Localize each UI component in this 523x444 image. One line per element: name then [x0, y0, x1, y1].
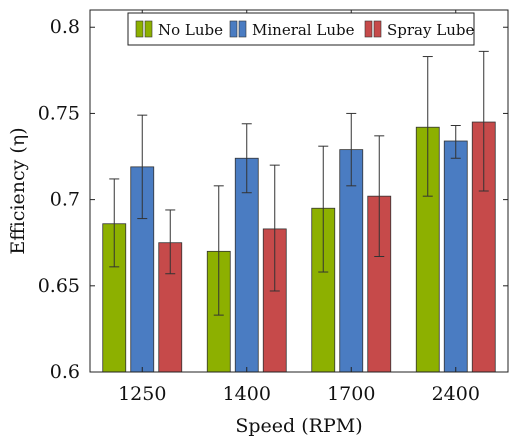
x-tick-label: 2400 — [432, 383, 480, 405]
x-tick-label: 1250 — [118, 383, 166, 405]
x-axis-title: Speed (RPM) — [235, 415, 362, 437]
legend-swatch — [229, 20, 238, 38]
legend-label: No Lube — [158, 21, 223, 39]
y-tick-label: 0.65 — [38, 275, 80, 297]
axis-ticks: 0.6 0.65 0.7 0.75 0.8 1250 1400 1700 2400 — [38, 10, 508, 405]
legend-swatch — [373, 20, 382, 38]
legend-swatch — [238, 20, 247, 38]
legend-label: Spray Lube — [387, 21, 474, 39]
error-bars — [109, 50, 489, 316]
legend-box — [127, 12, 475, 46]
x-tick-label: 1400 — [223, 383, 271, 405]
y-tick-label: 0.7 — [50, 189, 80, 211]
y-axis-title: Efficiency (η) — [7, 127, 29, 254]
y-tick-label: 0.75 — [38, 102, 80, 124]
legend-swatch — [135, 20, 144, 38]
x-tick-label: 1700 — [327, 383, 375, 405]
legend-swatch — [364, 20, 373, 38]
y-tick-label: 0.8 — [50, 16, 80, 38]
legend: No Lube Mineral Lube Spray Lube — [127, 12, 475, 46]
bar — [443, 140, 468, 373]
y-tick-label: 0.6 — [50, 361, 80, 383]
legend-label: Mineral Lube — [252, 21, 355, 39]
bars — [102, 121, 496, 373]
plot-frame — [89, 9, 509, 373]
legend-swatch — [144, 20, 153, 38]
